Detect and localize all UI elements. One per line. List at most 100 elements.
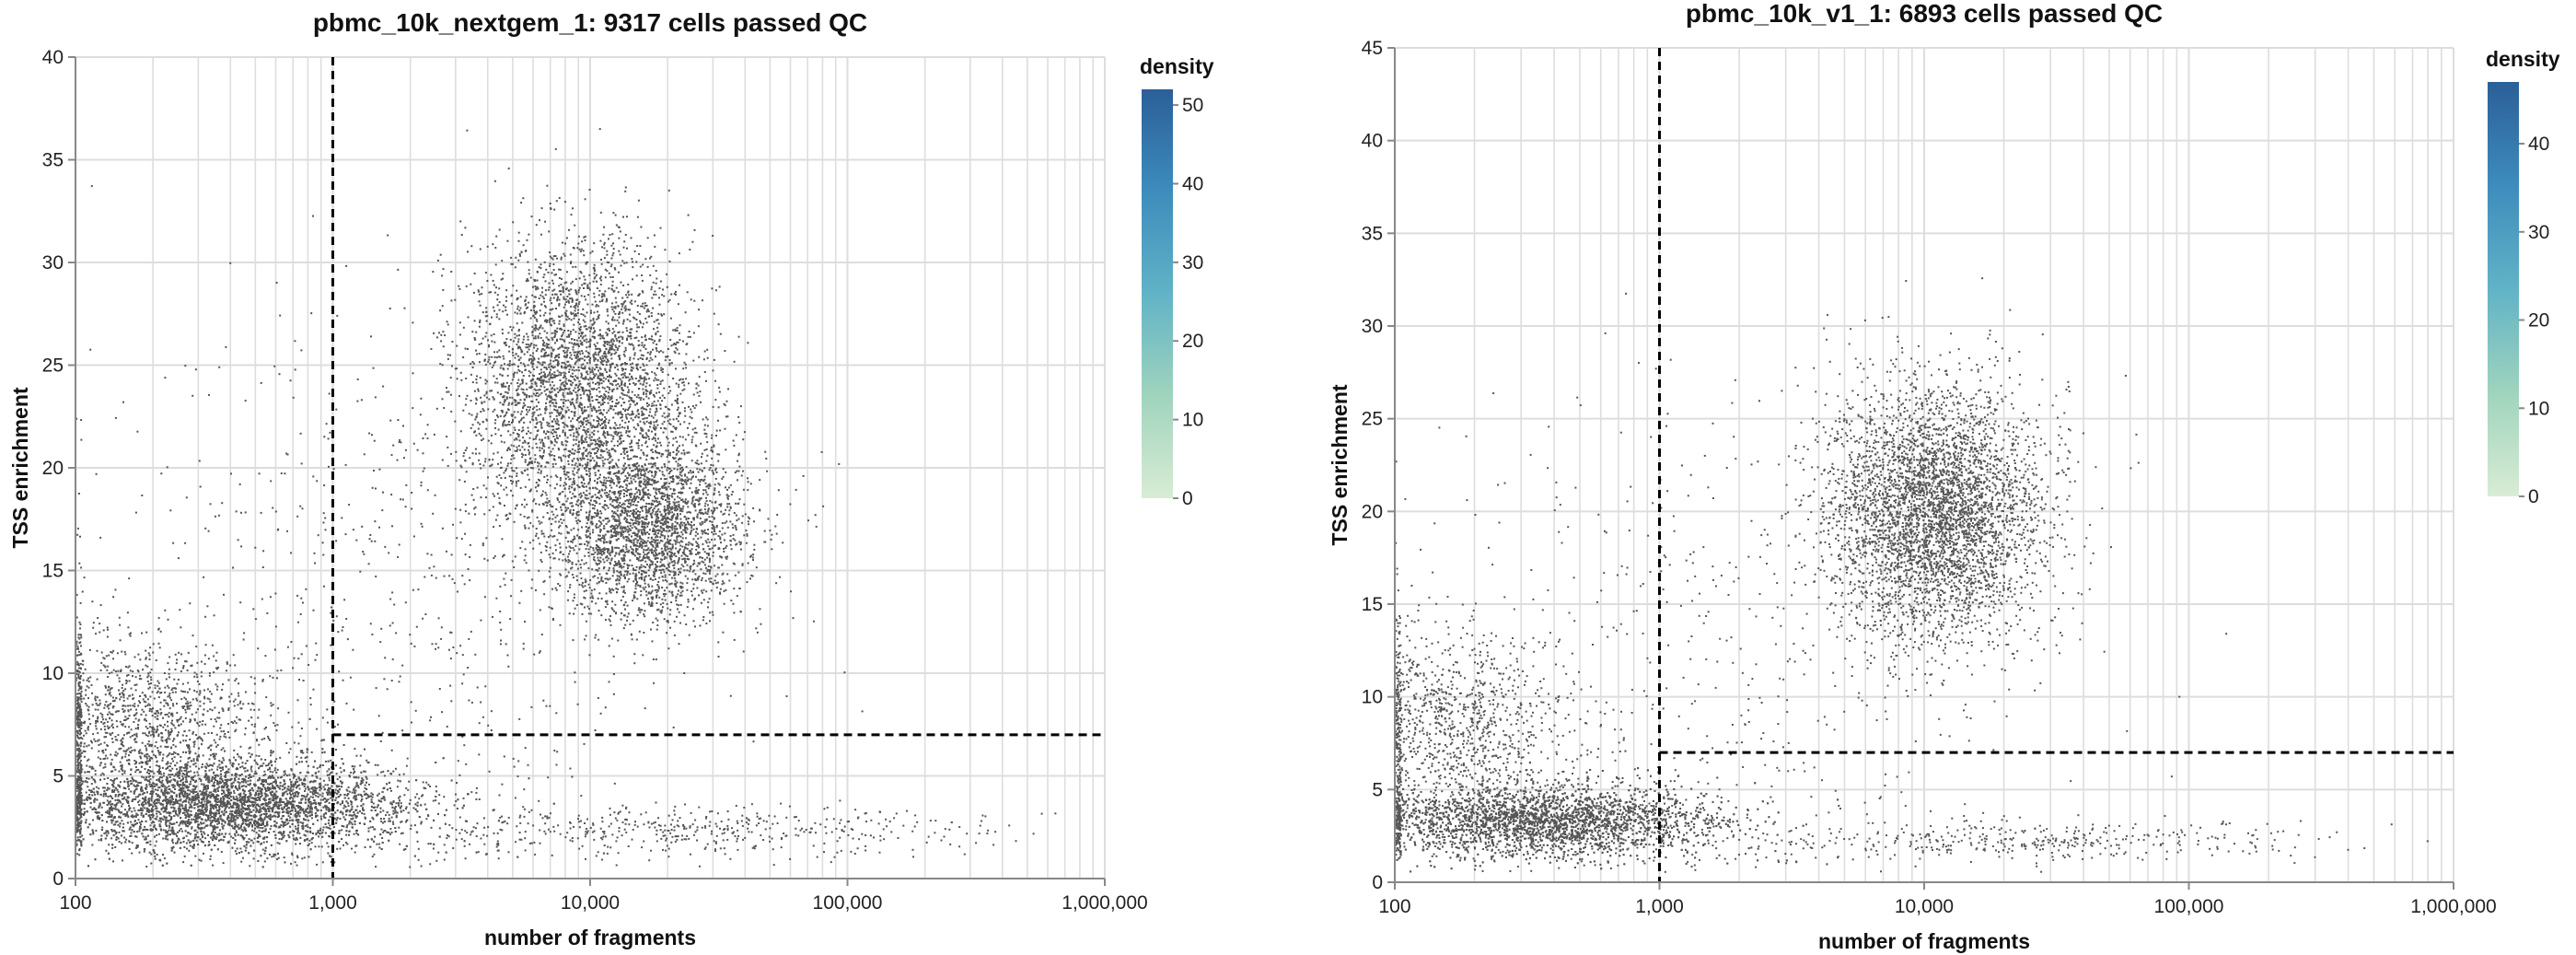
data-point xyxy=(156,798,158,800)
data-point xyxy=(298,801,301,804)
data-point xyxy=(287,786,290,788)
data-point xyxy=(277,808,280,809)
data-point xyxy=(150,821,153,824)
data-point xyxy=(263,770,266,773)
data-point xyxy=(354,796,357,798)
data-point xyxy=(311,802,314,805)
data-point xyxy=(200,859,203,862)
data-point xyxy=(235,807,238,809)
data-point xyxy=(274,787,276,790)
data-point xyxy=(307,804,309,807)
data-point xyxy=(266,816,269,819)
data-point xyxy=(280,804,283,807)
data-point xyxy=(259,806,261,809)
data-point xyxy=(183,769,186,772)
data-point xyxy=(269,828,272,831)
data-point xyxy=(236,799,238,802)
data-point xyxy=(202,798,203,801)
data-point xyxy=(171,833,174,835)
data-point xyxy=(137,785,140,787)
data-point xyxy=(273,786,276,788)
data-point xyxy=(398,797,400,799)
data-point xyxy=(132,798,133,801)
data-point xyxy=(186,792,189,795)
data-point xyxy=(180,842,182,844)
data-point xyxy=(214,813,216,816)
data-point xyxy=(435,790,438,793)
scatter-points xyxy=(75,128,1057,868)
data-point xyxy=(204,770,207,773)
data-point xyxy=(224,779,226,781)
data-point xyxy=(271,774,273,777)
data-point xyxy=(309,848,312,851)
data-point xyxy=(173,801,176,804)
data-point xyxy=(234,834,237,837)
data-point xyxy=(268,809,270,812)
data-point xyxy=(110,837,113,840)
data-point xyxy=(264,794,267,797)
data-point xyxy=(237,825,239,828)
data-point xyxy=(188,748,191,751)
data-point xyxy=(168,788,171,790)
data-point xyxy=(247,825,249,828)
data-point xyxy=(226,805,228,808)
data-point xyxy=(104,837,107,840)
data-point xyxy=(380,820,383,822)
data-point xyxy=(269,819,272,821)
data-point xyxy=(443,796,446,798)
data-point xyxy=(295,828,297,831)
data-point xyxy=(137,795,140,798)
data-point xyxy=(201,793,203,796)
data-point xyxy=(269,815,272,818)
data-point xyxy=(173,785,176,787)
data-point xyxy=(353,797,355,799)
data-point xyxy=(204,819,207,821)
data-point xyxy=(197,753,200,756)
data-point xyxy=(152,828,154,831)
data-point xyxy=(181,811,184,814)
data-point xyxy=(255,792,258,795)
data-point xyxy=(383,821,386,823)
data-point xyxy=(433,819,435,821)
data-point xyxy=(280,833,283,835)
data-point xyxy=(183,800,186,803)
data-point xyxy=(158,817,161,820)
data-point xyxy=(300,778,302,781)
data-point xyxy=(250,797,253,799)
data-point xyxy=(247,797,249,799)
data-point xyxy=(395,816,398,819)
data-point xyxy=(261,807,264,809)
data-point xyxy=(368,783,370,786)
data-point xyxy=(118,748,121,751)
data-point xyxy=(184,822,187,825)
data-point xyxy=(251,825,254,828)
data-point xyxy=(171,828,174,831)
data-point xyxy=(138,762,141,764)
data-point xyxy=(145,791,148,794)
data-point xyxy=(315,795,318,798)
data-point xyxy=(188,775,191,778)
data-point xyxy=(198,827,201,830)
data-point xyxy=(145,778,147,781)
data-point xyxy=(162,803,165,806)
data-point xyxy=(154,835,156,838)
data-point xyxy=(213,790,215,793)
data-point xyxy=(102,774,105,776)
data-point xyxy=(202,804,204,806)
data-point xyxy=(262,821,264,824)
data-point xyxy=(150,799,153,802)
data-point xyxy=(402,809,405,812)
data-point xyxy=(262,798,265,800)
data-point xyxy=(181,774,184,777)
data-point xyxy=(453,804,456,807)
data-point xyxy=(160,773,163,775)
data-point xyxy=(283,831,285,833)
data-point xyxy=(185,834,188,837)
data-point xyxy=(286,793,289,796)
data-point xyxy=(342,813,344,816)
data-point xyxy=(138,830,141,833)
data-point xyxy=(229,762,232,764)
data-point xyxy=(203,805,205,808)
data-point xyxy=(297,792,300,794)
data-point xyxy=(239,795,242,798)
